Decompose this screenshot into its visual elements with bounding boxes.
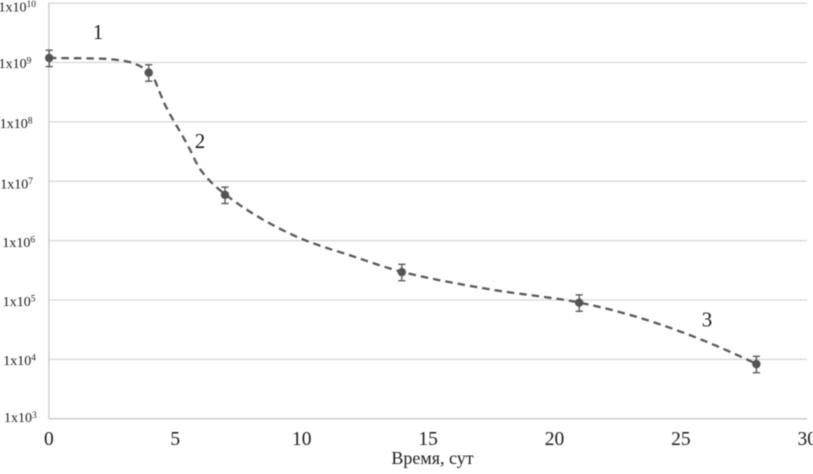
svg-text:20: 20 <box>545 429 565 450</box>
svg-text:10: 10 <box>292 429 312 450</box>
svg-text:3: 3 <box>702 308 713 332</box>
svg-text:1x109: 1x109 <box>0 57 32 72</box>
svg-text:1x103: 1x103 <box>4 411 37 426</box>
svg-text:5: 5 <box>170 429 180 450</box>
svg-text:1x105: 1x105 <box>3 295 36 310</box>
svg-text:30: 30 <box>798 429 813 450</box>
svg-text:1x104: 1x104 <box>3 354 36 369</box>
svg-text:15: 15 <box>418 429 438 450</box>
svg-text:1: 1 <box>93 20 104 44</box>
svg-text:Время, сут: Время, сут <box>391 448 473 468</box>
svg-text:1x107: 1x107 <box>0 177 33 192</box>
svg-text:0: 0 <box>44 429 54 450</box>
svg-text:1x108: 1x108 <box>0 117 33 132</box>
svg-text:25: 25 <box>671 429 691 450</box>
svg-text:2: 2 <box>195 129 206 153</box>
svg-text:1x106: 1x106 <box>2 236 35 251</box>
